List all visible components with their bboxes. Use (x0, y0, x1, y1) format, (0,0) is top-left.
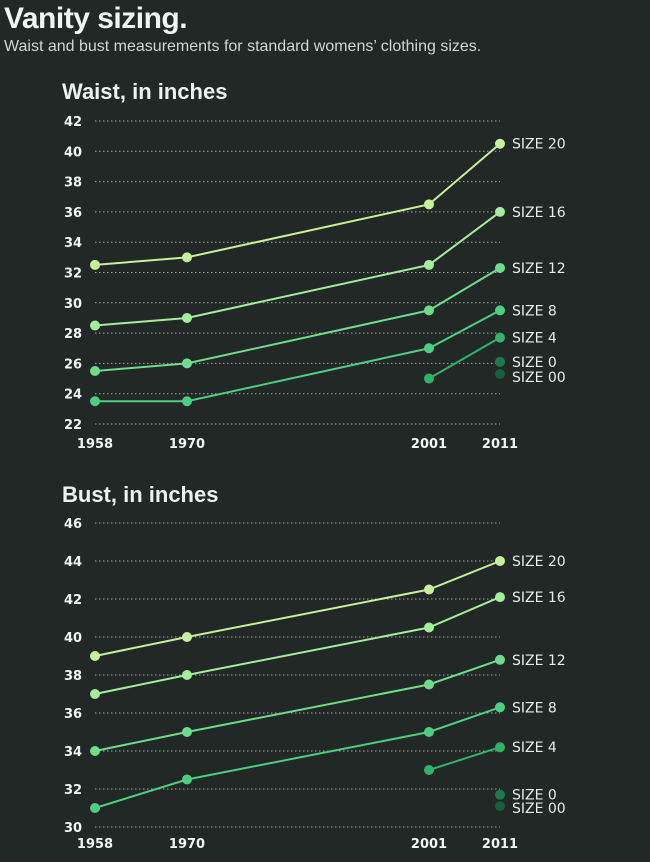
bust-x-tick-label: 1958 (77, 837, 113, 852)
waist-series-label-size-4: SIZE 4 (512, 331, 557, 347)
bust-y-tick-label: 44 (64, 555, 82, 570)
bust-y-tick-label: 30 (64, 821, 82, 836)
waist-x-tick-label: 1958 (77, 437, 113, 452)
waist-y-tick-label: 30 (64, 297, 82, 312)
bust-x-tick-label: 2001 (411, 837, 447, 852)
waist-point-size-20 (495, 138, 505, 149)
waist-series-label-size-20: SIZE 20 (512, 137, 566, 153)
waist-series-label-size-0: SIZE 0 (512, 355, 557, 371)
waist-x-tick-label: 2011 (482, 437, 518, 452)
waist-y-tick-label: 32 (64, 267, 82, 282)
waist-series-label-size-00: SIZE 00 (512, 370, 566, 386)
waist-x-tick-label: 1970 (169, 437, 205, 452)
waist-series-label-size-12: SIZE 12 (512, 261, 566, 277)
waist-point-size-12 (495, 262, 505, 273)
waist-y-tick-label: 24 (64, 388, 82, 403)
waist-line-size-20 (94, 142, 501, 266)
waist-line-size-16 (94, 211, 501, 327)
waist-point-size-4 (424, 373, 434, 384)
bust-line-size-8 (94, 706, 501, 809)
bust-line-size-12 (94, 658, 501, 752)
waist-chart-title: Waist, in inches (62, 79, 228, 104)
waist-point-size-20 (424, 199, 434, 210)
bust-point-size-8 (424, 727, 434, 737)
bust-point-size-20 (424, 584, 434, 595)
bust-point-size-16 (90, 689, 100, 699)
waist-series-label-size-16: SIZE 16 (512, 205, 566, 221)
bust-point-size-00 (495, 801, 505, 812)
bust-point-size-12 (182, 727, 192, 737)
waist-point-size-8 (182, 396, 192, 407)
waist-y-tick-label: 28 (64, 327, 82, 342)
bust-y-tick-label: 42 (64, 593, 82, 608)
bust-line-size-4 (428, 746, 501, 771)
bust-y-tick-label: 46 (64, 517, 82, 532)
bust-point-size-8 (182, 774, 192, 785)
bust-series-label-size-0: SIZE 0 (512, 788, 557, 804)
waist-point-size-16 (495, 206, 505, 217)
bust-point-size-20 (90, 651, 100, 661)
bust-point-size-4 (424, 765, 434, 775)
bust-y-tick-label: 40 (64, 631, 82, 646)
bust-line-size-20 (94, 560, 501, 657)
waist-point-size-00 (495, 369, 505, 380)
bust-line-size-16 (94, 596, 501, 695)
waist-y-tick-label: 36 (64, 206, 82, 221)
waist-point-size-8 (90, 396, 100, 407)
bust-point-size-20 (495, 556, 505, 566)
bust-y-tick-label: 36 (64, 707, 82, 722)
waist-point-size-12 (424, 305, 434, 316)
bust-point-size-8 (90, 803, 100, 813)
bust-point-size-16 (424, 622, 434, 633)
waist-point-size-20 (90, 259, 100, 270)
bust-point-size-4 (495, 742, 505, 753)
bust-series-label-size-4: SIZE 4 (512, 740, 557, 756)
waist-line-size-12 (94, 267, 501, 372)
waist-line-size-4 (428, 336, 501, 380)
waist-point-size-0 (495, 356, 505, 367)
bust-x-tick-label: 2011 (482, 837, 518, 852)
waist-y-tick-label: 40 (64, 145, 82, 160)
bust-series-label-size-8: SIZE 8 (512, 700, 557, 716)
bust-y-tick-label: 32 (64, 783, 82, 798)
waist-point-size-4 (495, 332, 505, 343)
waist-y-tick-label: 22 (64, 418, 82, 433)
bust-series-label-size-00: SIZE 00 (512, 801, 566, 817)
waist-point-size-12 (90, 365, 100, 376)
page-title: Vanity sizing. (4, 2, 188, 35)
bust-point-size-12 (90, 746, 100, 756)
bust-point-size-16 (182, 670, 192, 680)
waist-point-size-16 (182, 312, 192, 323)
waist-x-tick-label: 2001 (411, 437, 447, 452)
bust-y-tick-label: 38 (64, 669, 82, 684)
waist-y-tick-label: 26 (64, 357, 82, 372)
waist-point-size-8 (495, 305, 505, 316)
bust-y-tick-label: 34 (64, 745, 82, 760)
waist-point-size-16 (424, 259, 434, 270)
bust-point-size-16 (495, 592, 505, 603)
waist-chart: 22 24 26 28 30 32 34 36 38 40 42 1958 1970 2001 2011 SI… (64, 115, 566, 452)
waist-y-tick-label: 42 (64, 115, 82, 130)
bust-series-label-size-12: SIZE 12 (512, 653, 566, 669)
bust-x-tick-label: 1970 (169, 837, 205, 852)
waist-y-tick-label: 38 (64, 176, 82, 191)
bust-point-size-0 (495, 789, 505, 800)
waist-point-size-8 (424, 343, 434, 354)
bust-point-size-12 (495, 654, 505, 665)
waist-y-tick-label: 34 (64, 236, 82, 251)
waist-point-size-12 (182, 358, 192, 369)
bust-point-size-20 (182, 632, 192, 642)
bust-chart-title: Bust, in inches (62, 482, 219, 507)
bust-point-size-12 (424, 679, 434, 690)
waist-point-size-16 (90, 320, 100, 331)
bust-series-label-size-16: SIZE 16 (512, 590, 566, 606)
waist-point-size-20 (182, 252, 192, 263)
bust-series-label-size-20: SIZE 20 (512, 554, 566, 570)
page-subtitle: Waist and bust measurements for standard… (4, 38, 482, 55)
bust-point-size-8 (495, 702, 505, 713)
waist-line-size-8 (95, 309, 501, 403)
waist-series-label-size-8: SIZE 8 (512, 303, 557, 319)
